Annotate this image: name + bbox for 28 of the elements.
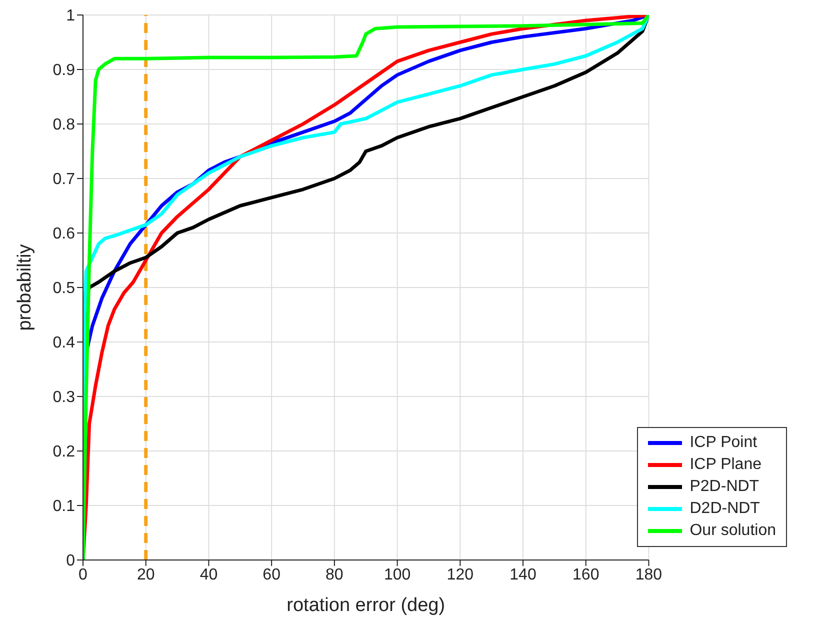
- y-tick-label: 0.3: [52, 389, 76, 406]
- x-tick-label: 180: [635, 566, 662, 584]
- legend-label: P2D-NDT: [690, 477, 760, 497]
- legend-label: ICP Point: [690, 433, 758, 453]
- x-tick-label: 80: [326, 566, 344, 584]
- y-tick-label: 0.1: [52, 498, 76, 516]
- x-tick-label: 100: [384, 566, 411, 584]
- y-tick-label: 0.5: [52, 280, 76, 298]
- x-tick-label: 60: [262, 566, 281, 584]
- y-tick-label: 0.4: [52, 334, 76, 352]
- x-tick-label: 40: [200, 566, 218, 584]
- y-tick-label: 0: [66, 552, 76, 570]
- y-tick-label: 0.6: [52, 226, 76, 243]
- legend-label: Our solution: [690, 521, 776, 541]
- y-tick-label: 1: [66, 8, 76, 25]
- y-tick-label: 0.9: [52, 62, 76, 80]
- y-tick-label: 0.8: [52, 116, 76, 134]
- x-tick-label: 20: [136, 566, 155, 584]
- x-tick-label: 140: [510, 566, 536, 584]
- y-tick-label: 0.7: [52, 171, 76, 188]
- x-tick-label: 160: [572, 566, 600, 584]
- x-tick-label: 120: [446, 566, 474, 584]
- y-axis-title: probabiltiy: [14, 244, 36, 331]
- x-axis-title: rotation error (deg): [286, 595, 446, 616]
- x-tick-label: 0: [78, 566, 88, 584]
- y-tick-label: 0.2: [52, 444, 76, 461]
- legend-label: D2D-NDT: [690, 499, 760, 519]
- legend-label: ICP Plane: [690, 455, 762, 475]
